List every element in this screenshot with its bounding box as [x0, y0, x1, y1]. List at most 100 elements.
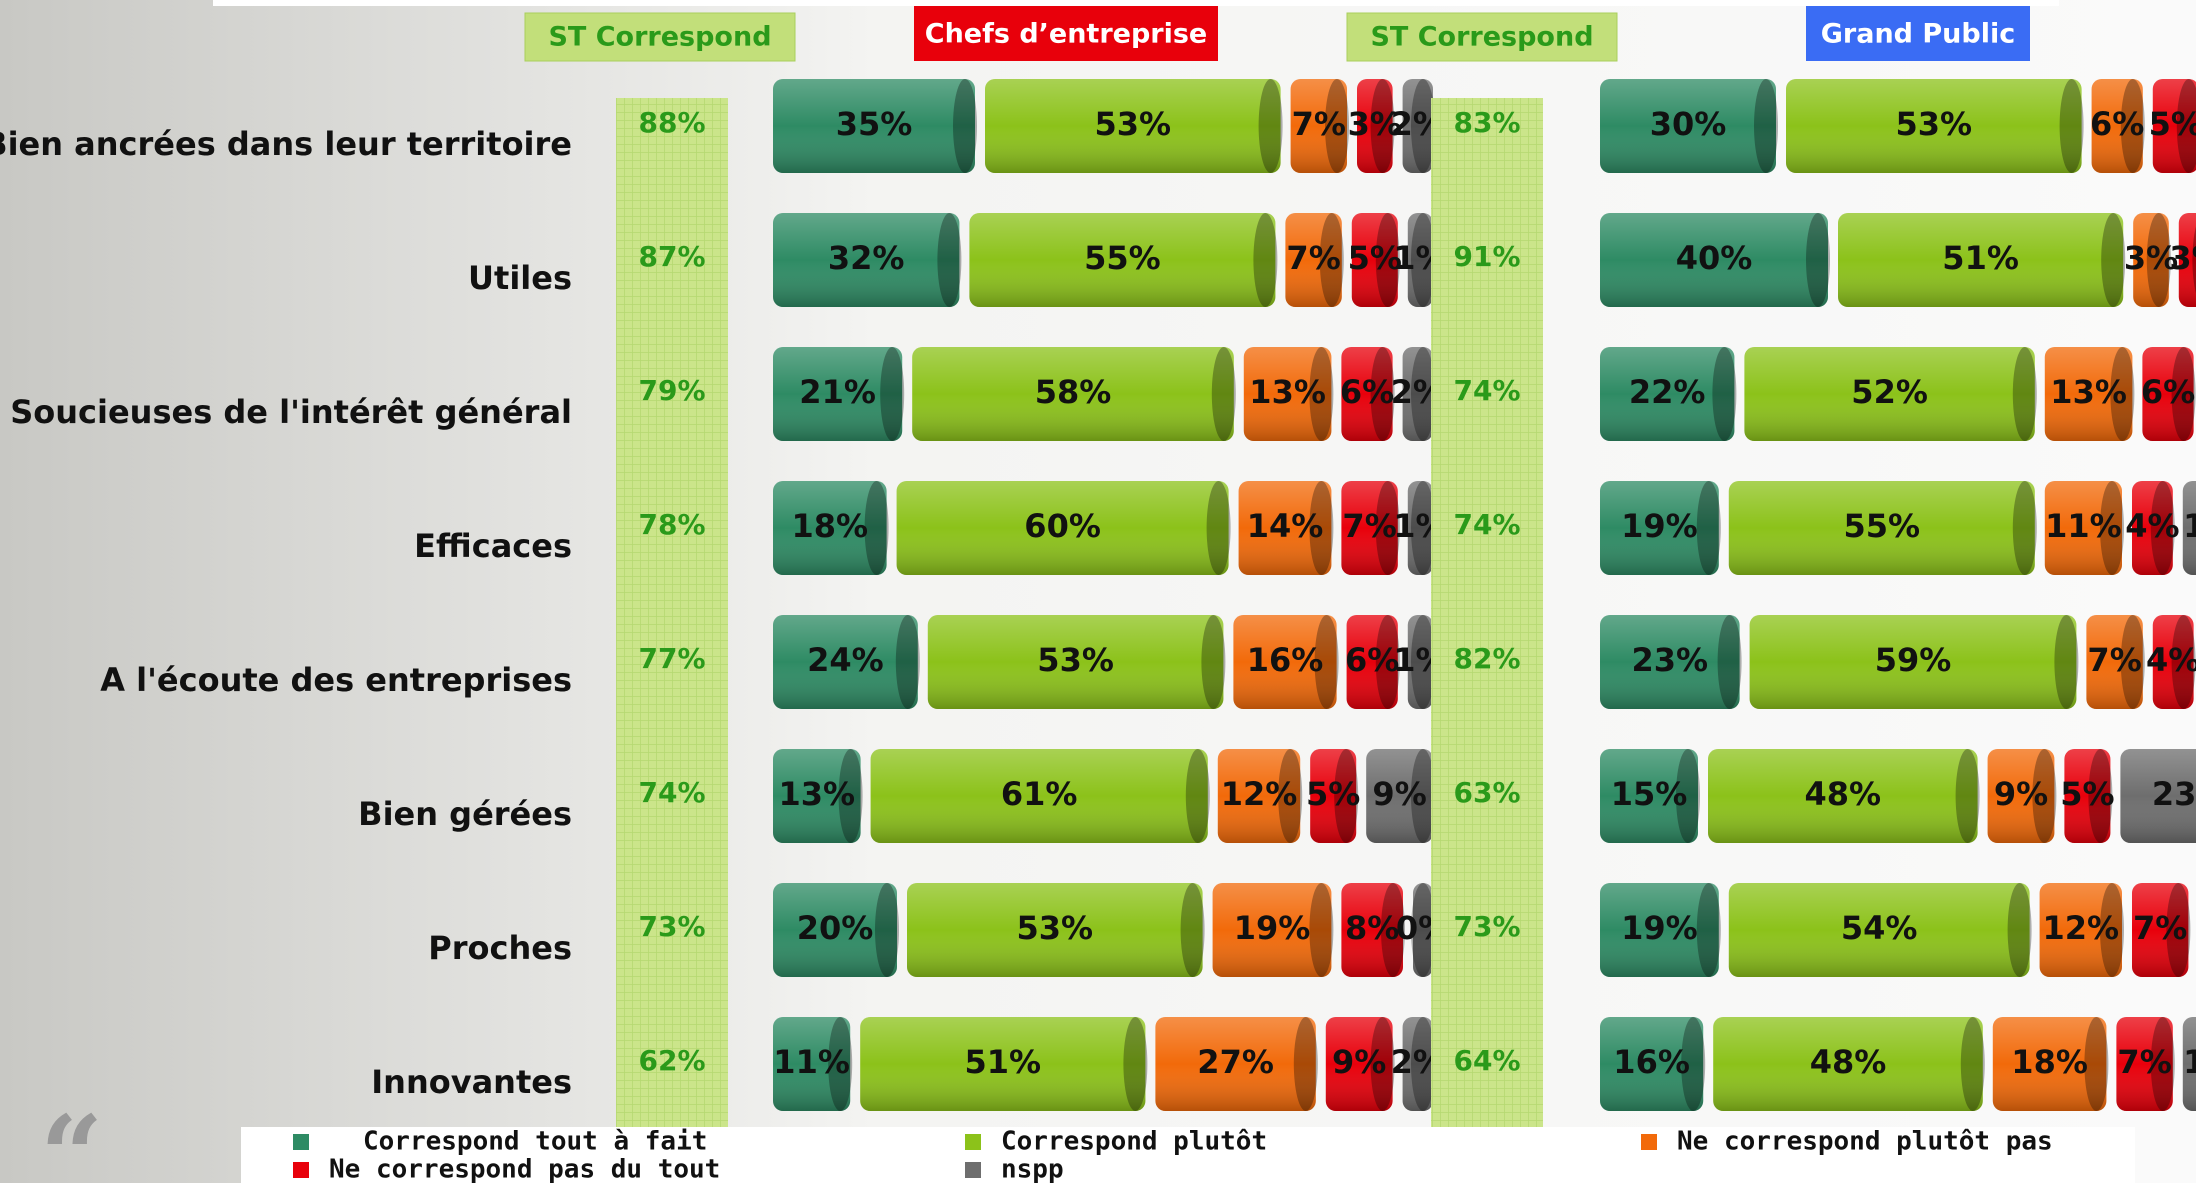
bar-shade [2132, 883, 2189, 977]
st-value: 74% [1453, 508, 1520, 541]
bar-cap [2088, 749, 2113, 843]
value-label: 6% [2141, 373, 2195, 411]
bar-cap [1411, 749, 1435, 843]
st-header-label: ST Correspond [548, 22, 771, 53]
bar-shade [1346, 615, 1398, 709]
bar-shade [1728, 481, 2035, 575]
legend-label: nspp [1001, 1155, 1064, 1183]
bar-shade [773, 749, 861, 843]
bar-cap [875, 883, 899, 977]
st-value: 88% [638, 106, 705, 139]
st-value: 91% [1453, 240, 1520, 273]
bar-shade [2132, 481, 2173, 575]
category-label: Proches [428, 929, 572, 967]
bar-shade [1600, 749, 1698, 843]
bar-cap [828, 1017, 853, 1111]
bar-cap [1717, 615, 1742, 709]
value-label: 19% [1621, 507, 1698, 545]
bar-shade [1992, 1017, 2107, 1111]
value-label: 9% [1332, 1043, 1386, 1081]
bar-shade [870, 749, 1208, 843]
bar-cap [1806, 213, 1830, 307]
value-label: 5% [2060, 775, 2114, 813]
panel-title: Grand Public [1821, 19, 2016, 50]
st-value: 87% [638, 240, 705, 273]
bar-cap [2101, 213, 2126, 307]
bar-cap [1696, 481, 1721, 575]
bar-cap [2120, 79, 2145, 173]
bar-shade [969, 213, 1276, 307]
value-label: 52% [1851, 373, 1928, 411]
st-value: 62% [638, 1044, 705, 1077]
bar-cap [1325, 79, 1349, 173]
value-label: 51% [1942, 239, 2019, 277]
value-label: 6% [1345, 641, 1399, 679]
bar-shade [2044, 347, 2133, 441]
bar-cap [2150, 481, 2175, 575]
bar-shade [2152, 79, 2196, 173]
bar-shade [2039, 883, 2122, 977]
bar-cap [2166, 883, 2191, 977]
category-label: Utiles [468, 259, 572, 297]
bar-shade [1600, 883, 1719, 977]
value-label: 5% [2149, 105, 2196, 143]
bar-shade [1155, 1017, 1316, 1111]
bar-cap [1314, 615, 1339, 709]
legend-swatch [293, 1162, 309, 1178]
bar-shade [1233, 615, 1337, 709]
bar-shade [1838, 213, 2124, 307]
st-value: 74% [1453, 374, 1520, 407]
bar-shade [773, 213, 960, 307]
bar-cap [1955, 749, 1980, 843]
bar-shade [1310, 749, 1357, 843]
category-label: A l'écoute des entreprises [100, 661, 572, 699]
value-label: 3% [2169, 239, 2196, 277]
value-label: 51% [965, 1043, 1042, 1081]
bar-cap [1334, 749, 1359, 843]
bar-cap [1309, 883, 1334, 977]
bar-shade [1212, 883, 1332, 977]
bar-shade [773, 79, 975, 173]
st-value: 73% [1453, 910, 1520, 943]
bar-shade [773, 481, 887, 575]
value-label: 48% [1805, 775, 1882, 813]
st-column [616, 98, 728, 1127]
value-label: 23% [1632, 641, 1709, 679]
value-label: 60% [1024, 507, 1101, 545]
category-label: Efficaces [414, 527, 572, 565]
value-label: 53% [1095, 105, 1172, 143]
legend-label: Ne correspond pas du tout [329, 1155, 720, 1183]
value-label: 3% [1348, 105, 1402, 143]
value-label: 59% [1875, 641, 1952, 679]
st-value: 64% [1453, 1044, 1520, 1077]
bar-shade [1786, 79, 2082, 173]
value-label: 4% [2146, 641, 2196, 679]
bar-shade [1341, 481, 1398, 575]
bar-cap [1375, 615, 1400, 709]
bar-cap [1319, 213, 1344, 307]
bar-cap [2176, 79, 2196, 173]
value-label: 5% [1348, 239, 1402, 277]
value-label: 6% [2090, 105, 2144, 143]
bar-shade [2182, 481, 2196, 575]
value-label: 16% [1247, 641, 1324, 679]
bar-shade [1243, 347, 1332, 441]
value-label: 7% [1286, 239, 1340, 277]
value-label: 24% [807, 641, 884, 679]
bar-shade [1413, 883, 1433, 977]
bar-cap [1375, 213, 1400, 307]
bar-shade [1713, 1017, 1983, 1111]
bar-cap [2146, 213, 2171, 307]
legend-swatch [965, 1162, 981, 1178]
value-label: 11% [2183, 507, 2196, 545]
st-header [524, 12, 796, 62]
st-header [1346, 12, 1618, 62]
st-value: 74% [638, 776, 705, 809]
value-label: 40% [1676, 239, 1753, 277]
value-label: 11% [2183, 1043, 2196, 1081]
bar-cap [1676, 749, 1700, 843]
bar-cap [2012, 347, 2037, 441]
bar-cap [2192, 226, 2196, 294]
bar-cap [1253, 213, 1278, 307]
legend-swatch [293, 1134, 309, 1150]
